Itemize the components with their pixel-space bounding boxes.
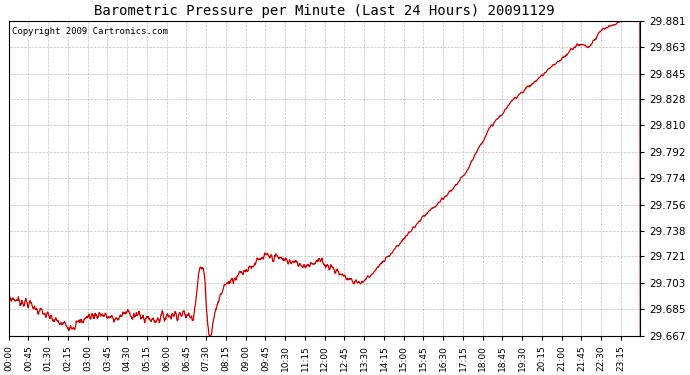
Title: Barometric Pressure per Minute (Last 24 Hours) 20091129: Barometric Pressure per Minute (Last 24 … <box>94 4 555 18</box>
Text: Copyright 2009 Cartronics.com: Copyright 2009 Cartronics.com <box>12 27 168 36</box>
